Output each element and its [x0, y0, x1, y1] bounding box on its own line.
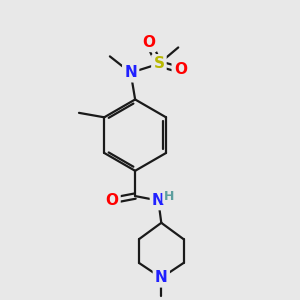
Text: N: N — [124, 65, 137, 80]
Text: O: O — [174, 62, 187, 77]
Text: H: H — [164, 190, 174, 202]
Text: O: O — [142, 35, 155, 50]
Text: O: O — [106, 193, 118, 208]
Text: N: N — [152, 193, 165, 208]
Text: S: S — [153, 56, 164, 71]
Text: N: N — [155, 270, 168, 285]
